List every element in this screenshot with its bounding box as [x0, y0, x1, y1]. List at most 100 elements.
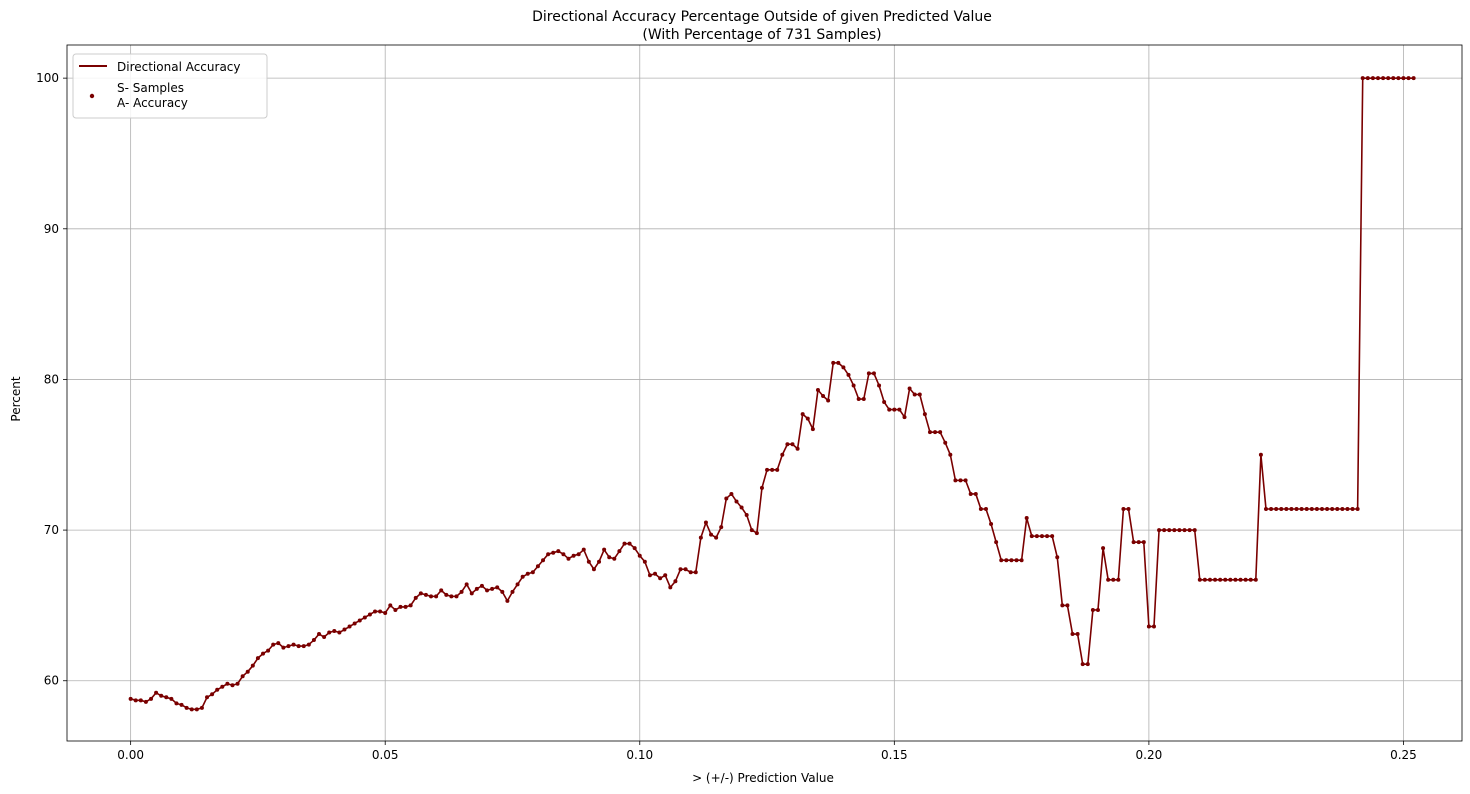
data-point: [576, 552, 581, 557]
data-point: [423, 592, 428, 597]
data-point: [261, 651, 266, 656]
data-point: [1136, 540, 1141, 545]
data-point: [1258, 452, 1263, 457]
data-point: [1131, 540, 1136, 545]
data-point: [398, 604, 403, 609]
data-point: [612, 556, 617, 561]
data-point: [408, 603, 413, 608]
data-point: [1009, 558, 1014, 563]
data-point: [439, 588, 444, 593]
data-point: [973, 491, 978, 496]
data-point: [1350, 507, 1355, 511]
data-point: [749, 528, 754, 533]
data-point: [1294, 507, 1299, 511]
data-point: [500, 589, 505, 594]
data-point: [403, 604, 408, 609]
data-point: [1039, 534, 1044, 539]
data-point: [1050, 534, 1055, 539]
data-point: [1167, 528, 1172, 533]
data-point: [1197, 577, 1202, 582]
data-point: [632, 546, 637, 551]
y-tick-label: 60: [44, 674, 59, 688]
data-point: [1279, 507, 1284, 511]
data-point: [729, 491, 734, 496]
data-point: [719, 525, 724, 530]
data-point: [683, 567, 688, 572]
data-point: [454, 594, 459, 599]
data-point: [627, 541, 632, 546]
data-point: [133, 698, 138, 703]
data-point: [449, 594, 454, 599]
x-tick-label: 0.10: [626, 748, 653, 762]
data-point: [1075, 632, 1080, 637]
data-point: [871, 371, 876, 376]
data-point: [1070, 632, 1075, 637]
data-point: [1411, 76, 1416, 81]
data-point: [800, 412, 805, 417]
data-point: [861, 397, 866, 402]
data-point: [164, 695, 169, 700]
tick-labels: 0.00 0.05 0.10 0.15 0.20 0.25 60 70 80 90 100: [36, 71, 1417, 762]
data-point: [703, 520, 708, 525]
data-point: [286, 644, 291, 649]
data-point: [1355, 507, 1360, 511]
data-point: [1289, 507, 1294, 511]
data-point: [1345, 507, 1350, 511]
data-point: [836, 360, 841, 365]
data-point: [607, 555, 612, 560]
data-point: [566, 556, 571, 561]
data-point: [1162, 528, 1167, 533]
data-point: [668, 585, 673, 590]
data-point: [933, 430, 938, 435]
data-point: [352, 621, 357, 626]
y-tick-label: 90: [44, 222, 59, 236]
data-point: [474, 586, 479, 591]
data-point: [505, 598, 510, 603]
data-point: [734, 499, 739, 504]
y-tick-label: 70: [44, 523, 59, 537]
data-point: [271, 642, 276, 647]
x-tick-label: 0.15: [881, 748, 908, 762]
data-point: [189, 707, 194, 712]
data-point: [1238, 577, 1243, 582]
data-point: [225, 681, 230, 686]
data-point: [698, 535, 703, 540]
data-point: [1370, 76, 1375, 81]
data-point: [1375, 76, 1380, 81]
data-point: [311, 638, 316, 643]
data-point: [983, 507, 988, 511]
data-point: [128, 696, 133, 701]
data-point: [322, 635, 327, 640]
data-point: [530, 570, 535, 575]
y-tick-label: 100: [36, 71, 59, 85]
data-point: [367, 612, 372, 617]
data-point: [744, 513, 749, 518]
data-point: [989, 522, 994, 527]
data-point: [1065, 603, 1070, 608]
data-point: [1085, 662, 1090, 667]
data-point: [1325, 507, 1330, 511]
y-axis-label: Percent: [9, 376, 23, 421]
data-point: [546, 552, 551, 557]
data-point: [485, 588, 490, 593]
data-point: [1365, 76, 1370, 81]
data-point: [194, 707, 199, 712]
data-point: [1233, 577, 1238, 582]
data-point: [327, 630, 332, 635]
data-point: [1396, 76, 1401, 81]
data-point: [515, 582, 520, 587]
data-point: [1121, 507, 1126, 511]
data-point: [373, 609, 378, 614]
data-point: [1177, 528, 1182, 533]
data-point: [770, 467, 775, 472]
data-point: [245, 669, 250, 674]
data-point: [795, 446, 800, 451]
data-point: [317, 632, 322, 637]
data-point: [143, 699, 148, 704]
data-point: [637, 553, 642, 558]
data-layer: [128, 76, 1416, 712]
data-point: [902, 415, 907, 420]
data-point: [388, 603, 393, 608]
data-point: [1299, 507, 1304, 511]
x-axis-label: > (+/-) Prediction Value: [692, 771, 834, 785]
